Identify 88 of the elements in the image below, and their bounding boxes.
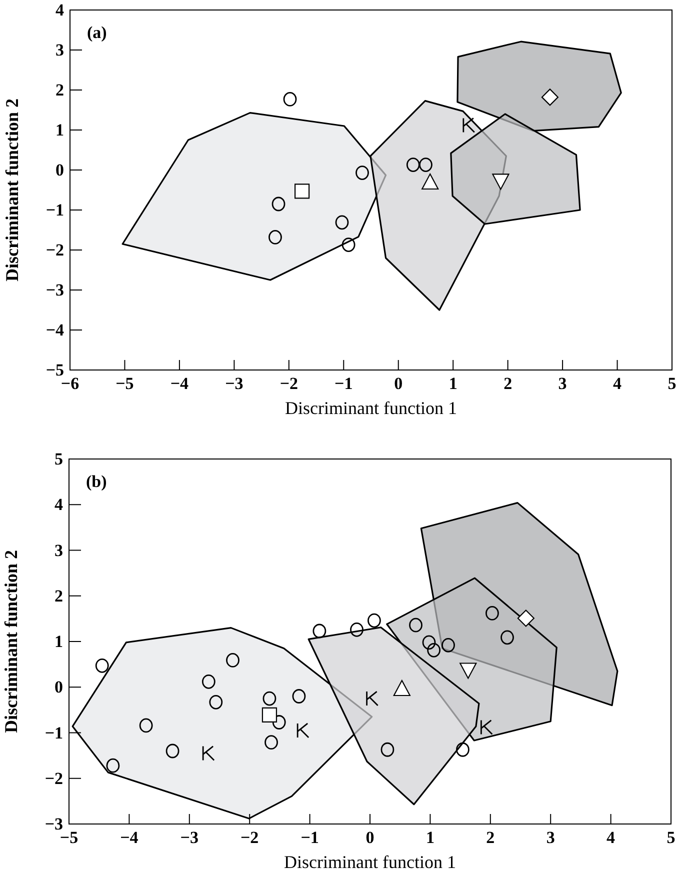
point <box>283 92 297 106</box>
point <box>166 744 180 758</box>
point <box>226 653 240 668</box>
y-tick-label: 1 <box>54 632 63 651</box>
y-tick-label: −2 <box>46 240 64 260</box>
x-tick-label: 0 <box>366 828 374 847</box>
x-tick-label: 1 <box>448 374 458 393</box>
point <box>272 196 286 212</box>
x-tick-label: 4 <box>613 374 622 393</box>
text: (a) <box>87 23 107 42</box>
x-tick-label: 5 <box>666 828 676 847</box>
y-tick-label: −2 <box>44 768 63 788</box>
point <box>406 158 420 172</box>
point <box>335 215 349 230</box>
point <box>486 606 499 620</box>
point <box>106 758 120 773</box>
x-tick-label: 3 <box>546 828 555 847</box>
x-axis-title: Discriminant function 1 <box>285 398 457 418</box>
x-tick-label: −2 <box>240 828 259 847</box>
y-tick-label: 4 <box>56 0 64 20</box>
y-tick-label: −4 <box>46 320 64 340</box>
x-tick-label: −3 <box>180 828 198 847</box>
x-tick-label: −4 <box>170 374 190 393</box>
point <box>312 624 326 638</box>
y-tick-label: 2 <box>54 586 63 606</box>
point <box>95 658 109 673</box>
x-tick-label: −1 <box>300 828 319 847</box>
point <box>456 742 470 757</box>
x-tick-label: 2 <box>486 828 495 847</box>
point <box>262 691 276 706</box>
point <box>541 88 559 106</box>
y-tick-label: 0 <box>56 160 64 180</box>
y-tick-label: 2 <box>56 80 64 100</box>
point <box>480 720 493 735</box>
x-tick-label: 3 <box>558 374 567 393</box>
x-tick-label: 2 <box>504 374 512 393</box>
x-tick-label: −3 <box>225 374 244 393</box>
y-tick-label: 4 <box>54 495 64 514</box>
point <box>202 746 215 761</box>
y-tick-label: 3 <box>54 540 63 560</box>
x-tick-label: −1 <box>334 374 353 393</box>
point <box>356 166 369 180</box>
point <box>462 118 476 133</box>
point <box>209 694 223 710</box>
point <box>264 735 278 750</box>
y-tick-label: −3 <box>44 814 63 834</box>
point <box>350 622 364 637</box>
text: (b) <box>86 472 107 491</box>
y-tick-label: 0 <box>54 678 63 697</box>
y-axis-title: Discriminant function 2 <box>1 550 21 734</box>
point <box>517 610 534 627</box>
point <box>268 230 282 244</box>
y-tick-label: 3 <box>56 40 64 60</box>
x-axis-title: Discriminant function 1 <box>284 852 456 872</box>
point <box>139 718 153 733</box>
point <box>202 674 216 689</box>
point <box>500 630 514 645</box>
point <box>366 690 379 706</box>
point <box>262 707 278 723</box>
x-tick-label: 5 <box>668 374 676 393</box>
y-tick-label: 1 <box>56 120 64 140</box>
x-tick-label: −2 <box>280 374 298 393</box>
x-tick-label: −4 <box>120 828 139 847</box>
x-tick-label: 4 <box>606 828 616 847</box>
y-tick-label: 5 <box>54 450 63 468</box>
point <box>492 174 510 190</box>
point <box>409 618 422 632</box>
point <box>422 635 436 650</box>
point <box>419 158 432 172</box>
point <box>294 184 310 199</box>
x-tick-label: 0 <box>394 374 403 393</box>
point <box>296 722 310 738</box>
point <box>442 638 455 652</box>
point <box>427 642 441 658</box>
y-tick-label: −3 <box>46 280 64 300</box>
point <box>368 613 381 628</box>
point <box>292 689 306 704</box>
point <box>422 173 439 190</box>
point <box>342 238 356 252</box>
point <box>460 662 477 679</box>
x-tick-label: −5 <box>116 374 134 393</box>
y-tick-label: −1 <box>44 723 63 742</box>
x-tick-label: 1 <box>426 828 434 847</box>
point <box>272 715 286 730</box>
y-tick-label: −1 <box>46 200 64 220</box>
point <box>393 680 410 696</box>
y-axis-title: Discriminant function 2 <box>2 98 22 282</box>
point <box>380 742 394 757</box>
